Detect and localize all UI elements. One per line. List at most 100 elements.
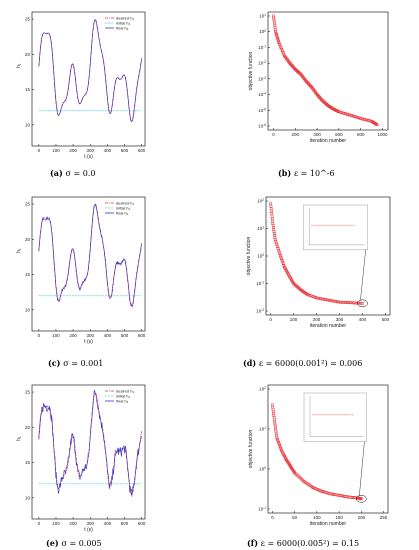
data-point — [362, 117, 365, 121]
data-point — [289, 62, 292, 66]
legend-label: initial h1 — [116, 205, 130, 211]
x-tick-label: 400 — [359, 317, 367, 322]
x-axis-label: t (s) — [84, 339, 93, 345]
y-tick-label: 10 — [25, 307, 31, 312]
data-point — [319, 297, 323, 301]
data-point — [275, 35, 279, 39]
data-point — [352, 301, 356, 305]
inset-frame — [303, 204, 368, 251]
data-point — [269, 207, 273, 211]
data-point — [318, 96, 322, 100]
data-point — [364, 118, 368, 122]
data-point — [273, 238, 277, 241]
data-point — [269, 202, 272, 206]
data-point — [274, 30, 277, 34]
panel-caption: (e) σ = 0.005 — [46, 538, 102, 548]
data-point — [329, 299, 333, 302]
data-point — [280, 257, 283, 261]
data-point — [305, 80, 309, 84]
x-axis-label: t (s) — [84, 527, 93, 533]
data-point — [363, 118, 367, 121]
inset-frame — [303, 392, 367, 442]
data-point — [278, 444, 282, 447]
data-point — [274, 241, 278, 245]
data-point — [338, 110, 342, 114]
data-point — [288, 61, 292, 65]
data-point — [355, 115, 358, 119]
data-point — [333, 300, 337, 303]
data-point — [325, 298, 328, 302]
y-axis-label: objective function — [248, 429, 254, 468]
data-point — [348, 301, 351, 304]
data-point — [276, 438, 279, 441]
x-tick-label: 0 — [38, 148, 41, 153]
y-tick-label: 100 — [259, 466, 266, 471]
data-point — [306, 81, 309, 85]
data-point — [349, 301, 353, 305]
series-final — [38, 19, 142, 122]
series-final — [38, 389, 142, 497]
data-point — [279, 447, 283, 450]
data-point — [270, 217, 274, 221]
x-axis-label: iteration number — [310, 138, 346, 144]
x-tick-label: 600 — [138, 148, 146, 153]
data-point — [274, 31, 278, 35]
data-point — [338, 300, 341, 304]
data-point — [304, 79, 308, 83]
y-tick-label: 100 — [259, 29, 266, 34]
data-point — [275, 34, 279, 38]
data-point — [349, 114, 353, 117]
data-point — [270, 214, 274, 218]
data-point — [315, 93, 319, 96]
y-tick-label: 10-6 — [258, 123, 266, 128]
x-tick-label: 0 — [271, 515, 274, 520]
data-point — [277, 442, 281, 446]
x-tick-label: 100 — [52, 521, 60, 526]
panel-caption: (b) ε = 10^-6 — [278, 168, 335, 178]
data-point — [366, 118, 369, 122]
data-point — [298, 72, 302, 75]
data-point — [356, 301, 360, 305]
x-tick-label: 500 — [121, 521, 129, 526]
y-tick-label: 20 — [25, 425, 31, 430]
panel-a: (a) σ = 0.0 0 100 200 300 400 500 600 t (s) 10 15 2… — [16, 11, 146, 178]
y-tick-label: 10-2 — [256, 308, 264, 313]
y-tick-label: 15 — [25, 272, 31, 277]
data-point — [289, 63, 293, 67]
panel-f: (f) ε = 6000(0.005²) = 0.15 0 50 100 150 200 2… — [247, 384, 389, 548]
legend-label: final h1 — [116, 398, 129, 404]
x-tick-label: 800 — [357, 132, 365, 137]
plot-frame — [31, 11, 146, 147]
data-point — [358, 116, 361, 120]
data-point — [352, 114, 356, 118]
panel-e: (e) σ = 0.005 0 100 200 300 400 500 600 t (s) 10 1… — [16, 384, 146, 548]
y-tick-label: 25 — [25, 202, 31, 207]
data-point — [293, 67, 296, 70]
x-tick-label: 300 — [86, 333, 94, 338]
data-point — [277, 248, 280, 252]
data-point — [277, 41, 281, 45]
data-point — [291, 65, 295, 69]
x-tick-label: 100 — [290, 317, 298, 322]
data-point — [317, 95, 321, 99]
data-point — [375, 122, 378, 126]
plot-frame — [267, 11, 389, 131]
zoom-circle — [356, 495, 367, 503]
data-point — [344, 112, 348, 116]
data-point — [275, 33, 278, 36]
data-point — [346, 301, 350, 304]
x-tick-label: 300 — [86, 521, 94, 526]
y-tick-label: 10-3 — [258, 76, 266, 81]
panel-caption: (c) σ = 0.001 — [48, 358, 103, 368]
data-point — [328, 298, 331, 302]
y-tick-label: 101 — [257, 226, 264, 231]
data-point — [290, 64, 294, 67]
data-point — [355, 301, 359, 305]
legend-label: final h1 — [116, 210, 129, 216]
y-tick-label: 25 — [25, 390, 31, 395]
x-tick-label: 400 — [104, 333, 112, 338]
x-tick-label: 400 — [313, 132, 321, 137]
data-point — [347, 113, 350, 116]
y-axis-label: h1 — [16, 63, 22, 68]
